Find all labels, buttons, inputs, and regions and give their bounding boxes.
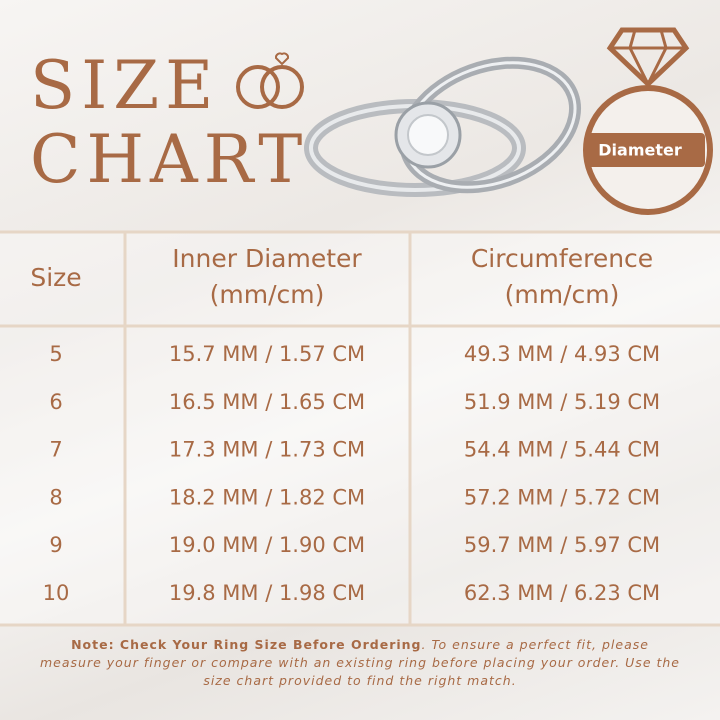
table-cell: 57.2 MM / 5.72 CM (464, 485, 660, 509)
column-header: (mm/cm) (505, 280, 620, 309)
table-cell: 59.7 MM / 5.97 CM (464, 533, 660, 557)
table-cell: 7 (49, 438, 62, 462)
table-cell: 19.0 MM / 1.90 CM (169, 533, 365, 557)
table: Size Inner Diameter (mm/cm) Circumference (m… (30, 244, 660, 605)
column-header: Inner Diameter (172, 244, 362, 273)
title-line: CHART (30, 121, 308, 198)
table-cell: 18.2 MM / 1.82 CM (169, 485, 365, 509)
table-lines (0, 230, 720, 627)
title-line: SIZE (30, 47, 219, 124)
table-cell: 62.3 MM / 6.23 CM (464, 581, 660, 605)
table-cell: 51.9 MM / 5.19 CM (464, 390, 660, 414)
table-cell: 9 (49, 533, 62, 557)
table-cell: 54.4 MM / 5.44 CM (464, 438, 660, 462)
icon-label: Diameter (598, 141, 682, 160)
note-text: . To ensure a perfect fit, please measur… (40, 637, 680, 688)
column-header: Circumference (471, 244, 653, 273)
diameter-icon: Diameter (583, 27, 713, 215)
rings-icon (236, 52, 304, 109)
table-cell: 6 (49, 390, 62, 414)
note: Note: Check Your Ring Size Before Orderi… (40, 636, 680, 690)
note-bold: Note: Check Your Ring Size Before Orderi… (71, 637, 422, 652)
table-cell: 5 (49, 342, 62, 366)
column-header: Size (30, 263, 81, 292)
column-header: (mm/cm) (210, 280, 325, 309)
table-cell: 8 (49, 485, 62, 509)
table-bg (0, 232, 720, 625)
table-cell: 15.7 MM / 1.57 CM (169, 342, 365, 366)
table-cell: 49.3 MM / 4.93 CM (464, 342, 660, 366)
table-cell: 17.3 MM / 1.73 CM (169, 438, 365, 462)
table-cell: 19.8 MM / 1.98 CM (169, 581, 365, 605)
rings-image (304, 56, 582, 197)
table-cell: 16.5 MM / 1.65 CM (169, 390, 365, 414)
table-cell: 10 (43, 581, 70, 605)
